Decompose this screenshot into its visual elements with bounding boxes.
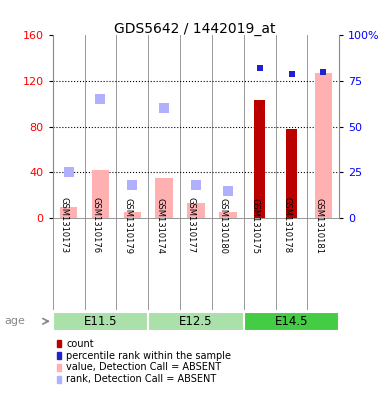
Text: GSM1310179: GSM1310179 bbox=[123, 198, 132, 253]
Text: E11.5: E11.5 bbox=[84, 315, 117, 328]
Bar bbox=[92, 170, 109, 218]
Bar bbox=[254, 101, 265, 218]
Bar bbox=[315, 73, 332, 218]
Text: E12.5: E12.5 bbox=[179, 315, 213, 328]
Text: GSM1310178: GSM1310178 bbox=[282, 197, 291, 253]
Bar bbox=[244, 312, 339, 331]
Bar bbox=[155, 178, 173, 218]
Text: age: age bbox=[4, 316, 25, 326]
Text: GDS5642 / 1442019_at: GDS5642 / 1442019_at bbox=[114, 22, 276, 36]
Bar bbox=[148, 312, 244, 331]
Text: GSM1310177: GSM1310177 bbox=[187, 197, 196, 253]
Bar bbox=[187, 203, 205, 218]
Text: GSM1310181: GSM1310181 bbox=[314, 198, 323, 253]
Bar bbox=[124, 212, 141, 218]
Text: GSM1310180: GSM1310180 bbox=[219, 198, 228, 253]
Text: count: count bbox=[66, 339, 94, 349]
Bar bbox=[219, 212, 237, 218]
Text: rank, Detection Call = ABSENT: rank, Detection Call = ABSENT bbox=[66, 374, 216, 384]
Bar bbox=[286, 129, 297, 218]
Text: E14.5: E14.5 bbox=[275, 315, 308, 328]
Text: value, Detection Call = ABSENT: value, Detection Call = ABSENT bbox=[66, 362, 221, 373]
Text: GSM1310175: GSM1310175 bbox=[251, 198, 260, 253]
Bar bbox=[60, 207, 77, 218]
Text: GSM1310174: GSM1310174 bbox=[155, 198, 164, 253]
Text: percentile rank within the sample: percentile rank within the sample bbox=[66, 351, 231, 361]
Bar bbox=[53, 312, 148, 331]
Text: GSM1310176: GSM1310176 bbox=[91, 197, 101, 253]
Text: GSM1310173: GSM1310173 bbox=[60, 197, 69, 253]
